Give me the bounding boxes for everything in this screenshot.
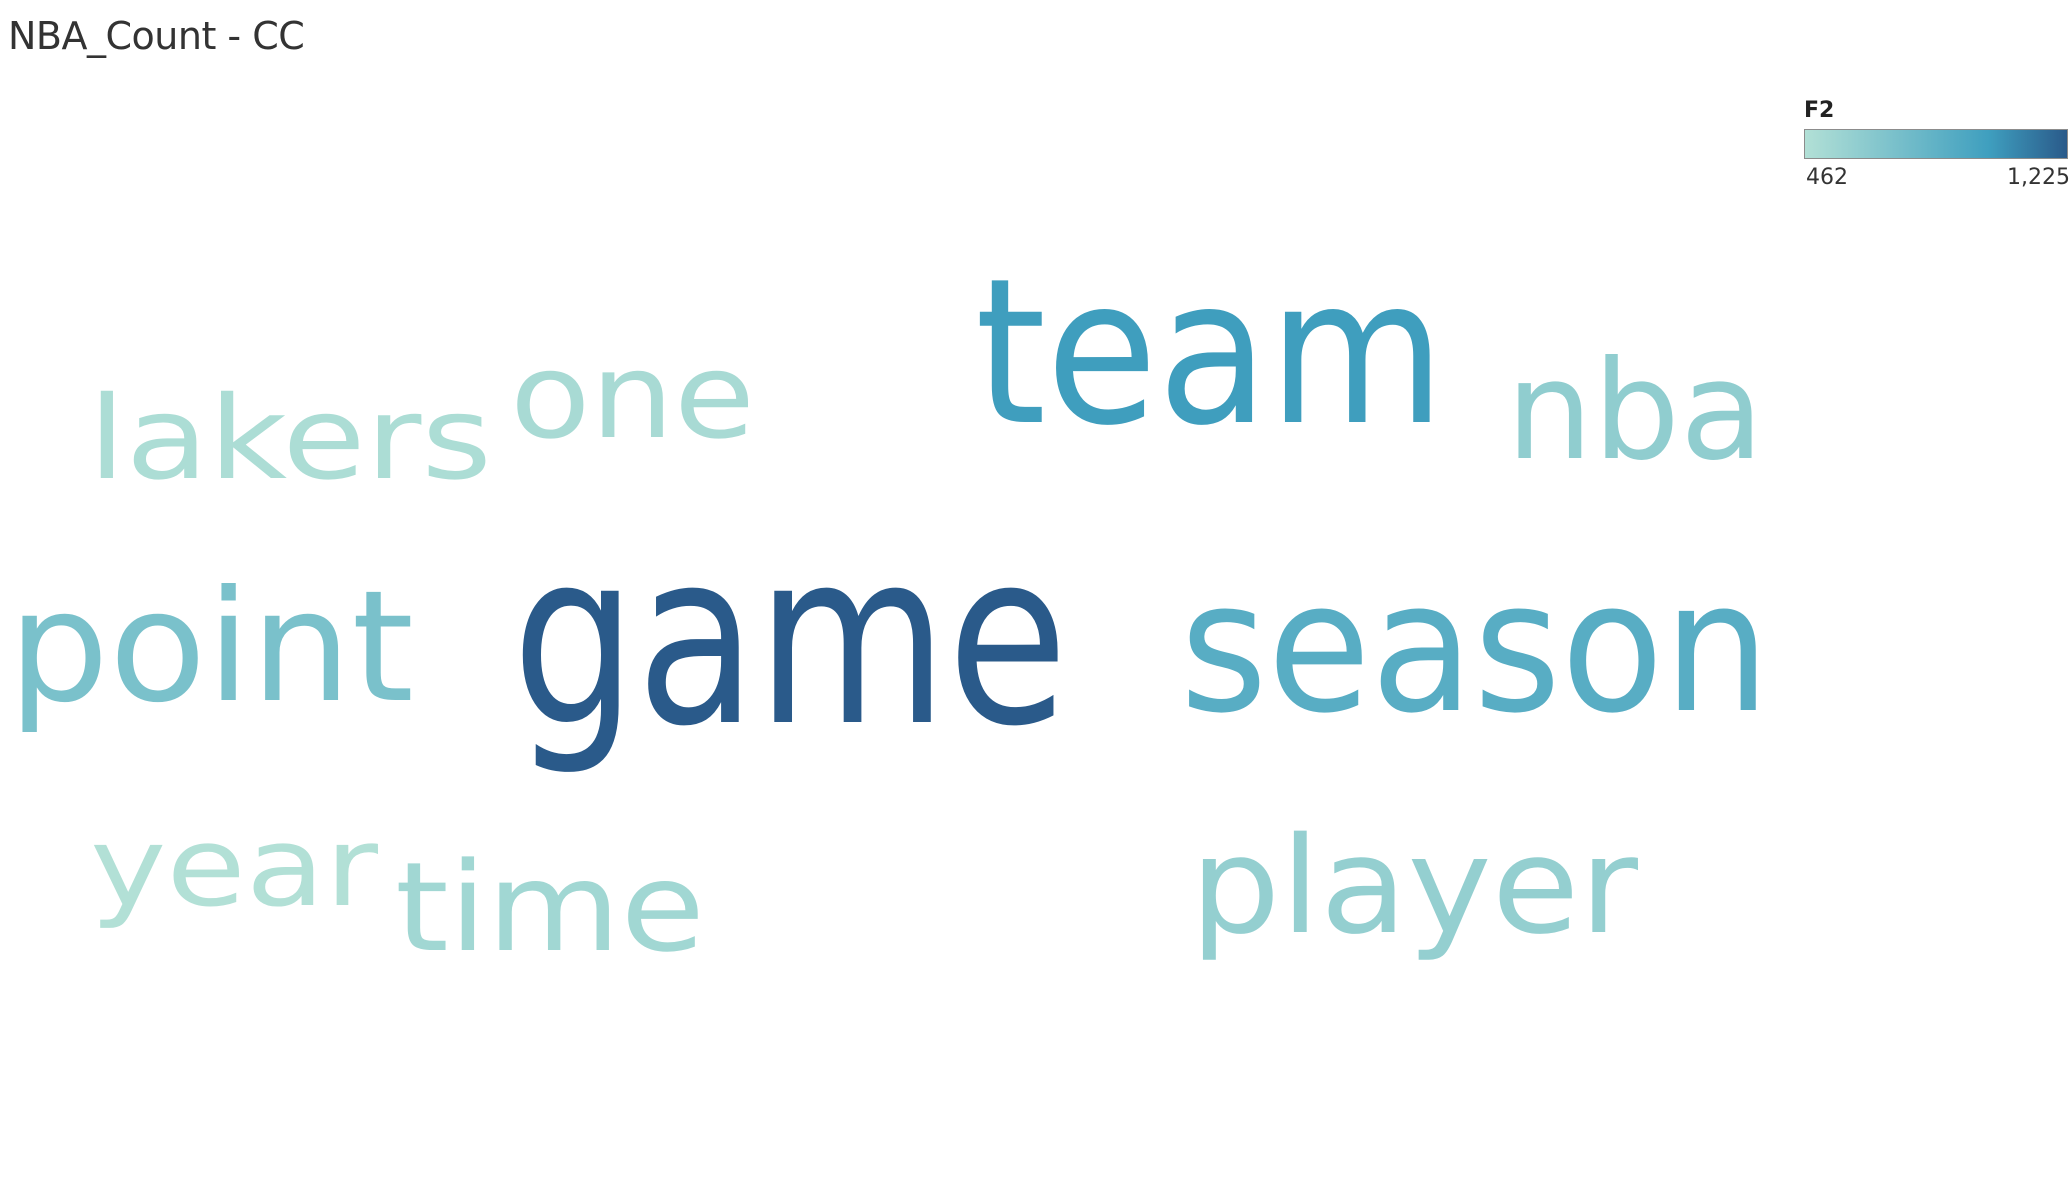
word-one[interactable]: one bbox=[510, 327, 755, 465]
legend-gradient-bar bbox=[1804, 129, 2068, 159]
word-player[interactable]: player bbox=[1190, 809, 1638, 964]
word-season[interactable]: season bbox=[1180, 542, 1770, 753]
color-legend: F2 462 1,225 bbox=[1804, 98, 2070, 195]
word-team[interactable]: team bbox=[975, 235, 1445, 470]
legend-title: F2 bbox=[1804, 98, 1835, 123]
word-nba[interactable]: nba bbox=[1506, 332, 1764, 491]
legend-max-label: 1,225 bbox=[2007, 165, 2070, 190]
word-year[interactable]: year bbox=[90, 803, 379, 931]
word-point[interactable]: point bbox=[8, 558, 414, 737]
word-game[interactable]: game bbox=[512, 499, 1068, 779]
legend-min-label: 462 bbox=[1806, 165, 1848, 190]
word-time[interactable]: time bbox=[395, 837, 705, 980]
sheet-title: NBA_Count - CC bbox=[8, 14, 305, 58]
word-lakers[interactable]: lakers bbox=[88, 372, 492, 506]
legend-labels: 462 1,225 bbox=[1804, 165, 2070, 195]
